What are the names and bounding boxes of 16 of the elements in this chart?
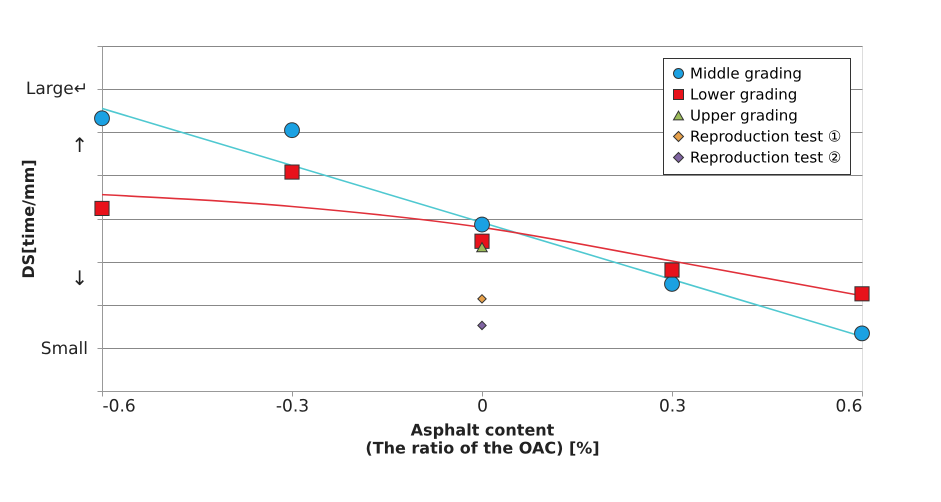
legend-label: Middle grading <box>690 64 802 82</box>
x-tick-label: 0.6 <box>835 396 862 416</box>
text: ↓ <box>71 266 88 290</box>
text: Large↵ <box>26 79 88 99</box>
legend-label: Reproduction test ① <box>690 128 842 146</box>
x-tick-label: -0.6 <box>102 396 136 416</box>
x-tick-label: 0.3 <box>658 396 686 416</box>
text: Small <box>40 339 88 359</box>
legend-label: Lower grading <box>690 86 798 104</box>
legend-label: Upper grading <box>690 106 798 124</box>
x-tick-label: -0.3 <box>276 396 310 416</box>
x-axis-title: Asphalt content (The ratio of the OAC) [%] <box>365 420 600 458</box>
text: ↑ <box>71 133 88 157</box>
x-tick-label: 0 <box>477 396 488 416</box>
legend-label: Reproduction test ② <box>690 148 842 166</box>
y-axis-title: DS[time/mm] <box>19 159 38 279</box>
